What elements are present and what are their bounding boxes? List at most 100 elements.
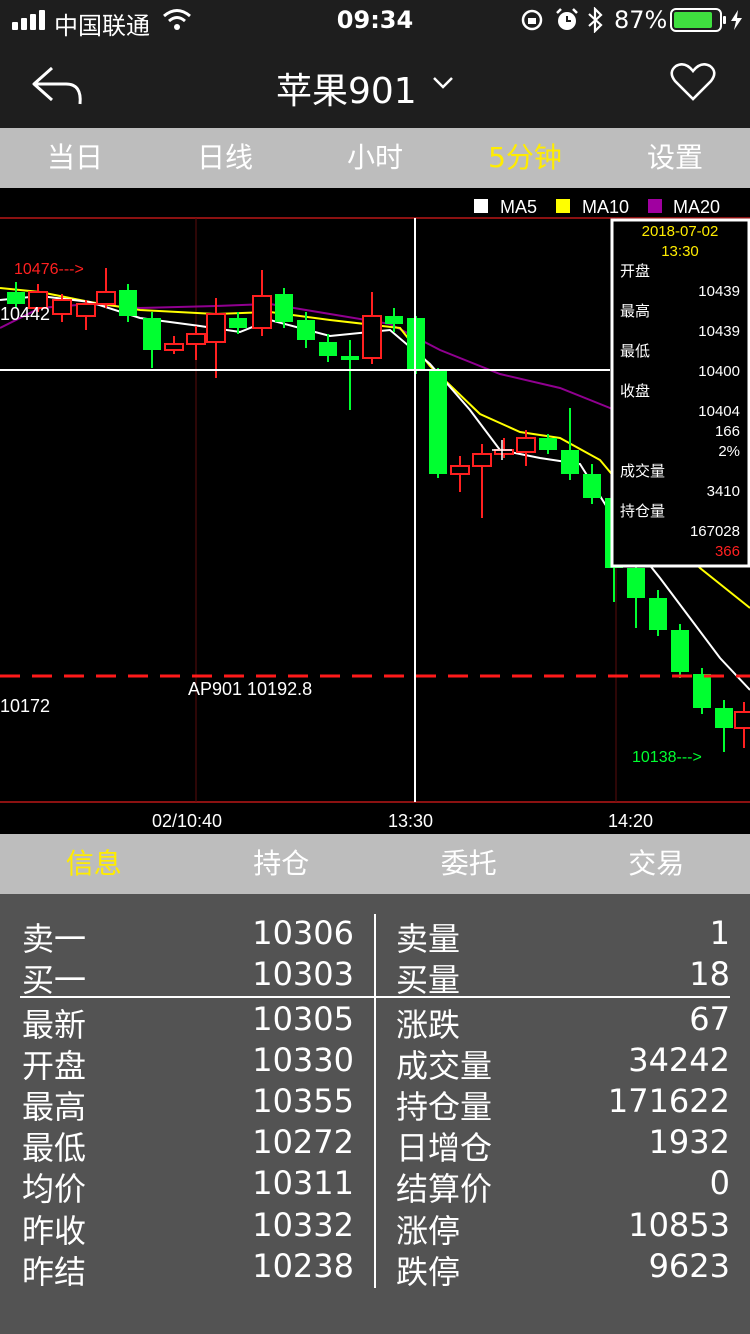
x-tick: 02/10:40 xyxy=(152,811,222,831)
candle-body xyxy=(143,318,161,350)
quote-row: 最低 10272 xyxy=(22,1123,354,1167)
chevron-down-icon[interactable] xyxy=(432,76,454,90)
candle-body xyxy=(472,453,492,467)
candle-body xyxy=(734,711,750,729)
heart-icon[interactable] xyxy=(670,62,716,102)
candle-body xyxy=(450,465,470,475)
legend-swatch-ma5 xyxy=(474,199,488,213)
quote-label: 最低 xyxy=(22,1129,87,1167)
tooltip-time: 13:30 xyxy=(661,243,699,260)
price-label-lower: 10172 xyxy=(0,696,50,716)
candle-body xyxy=(297,320,315,340)
candle-body xyxy=(229,318,247,328)
candle-body xyxy=(119,290,137,316)
quote-value: 1932 xyxy=(648,1123,730,1161)
quote-row: 均价 10311 xyxy=(22,1164,354,1208)
candlestick-chart[interactable]: MA5 MA10 MA20 10476---> 10138---> 10442 … xyxy=(0,188,750,834)
quote-label: 结算价 xyxy=(396,1170,493,1208)
quote-value: 10272 xyxy=(252,1123,354,1161)
candle-body xyxy=(715,708,733,728)
tooltip-volume-label: 成交量 xyxy=(620,462,665,480)
clock: 09:34 xyxy=(336,6,414,34)
avg-line-label: AP901 10192.8 xyxy=(188,679,312,699)
tab-today[interactable]: 当日 xyxy=(46,141,103,174)
quote-value: 171622 xyxy=(607,1082,730,1120)
price-label-upper: 10442 xyxy=(0,304,50,324)
wifi-icon xyxy=(163,9,191,30)
candle-body xyxy=(52,299,72,315)
tooltip-oi-change: 366 xyxy=(715,543,740,560)
tab-daily[interactable]: 日线 xyxy=(196,141,253,174)
nav-bar: 苹果901 xyxy=(0,40,750,128)
candle-body xyxy=(252,295,272,329)
quote-row: 涨跌 67 xyxy=(396,1000,730,1044)
quote-panel: 卖一 10306 买一 10303 最新 10305 开盘 10330 最高 10355 最低 102… xyxy=(0,894,750,1334)
status-bar: 中国联通 09:34 87% xyxy=(0,0,750,40)
quote-label: 涨停 xyxy=(396,1212,461,1250)
legend-ma10: MA10 xyxy=(582,197,629,217)
candle-body xyxy=(164,343,184,351)
candle-body xyxy=(583,474,601,498)
candle-body xyxy=(627,568,645,598)
candle-body xyxy=(649,598,667,630)
quote-row: 最新 10305 xyxy=(22,1000,354,1044)
tab-orders[interactable]: 委托 xyxy=(440,847,497,880)
candle-body xyxy=(385,316,403,324)
quote-label: 涨跌 xyxy=(396,1006,461,1044)
quote-row: 卖一 10306 xyxy=(22,914,354,958)
quote-row: 日增仓 1932 xyxy=(396,1123,730,1167)
quote-label: 日增仓 xyxy=(396,1129,493,1167)
high-marker: 10476---> xyxy=(14,261,84,278)
quote-row: 结算价 0 xyxy=(396,1164,730,1208)
tooltip-close-label: 收盘 xyxy=(620,382,650,400)
info-tabs: 信息 持仓 委托 交易 xyxy=(0,834,750,894)
battery-percent: 87% xyxy=(614,6,668,34)
back-icon[interactable] xyxy=(30,62,86,106)
candle-body xyxy=(96,291,116,305)
page-title[interactable]: 苹果901 xyxy=(276,71,417,112)
quote-label: 开盘 xyxy=(22,1047,87,1085)
tab-positions[interactable]: 持仓 xyxy=(253,847,310,880)
tab-trade[interactable]: 交易 xyxy=(628,847,685,880)
candle-body xyxy=(186,333,206,345)
candle-body xyxy=(362,315,382,359)
alarm-icon xyxy=(556,8,578,30)
quote-row: 跌停 9623 xyxy=(396,1247,730,1291)
quote-row: 开盘 10330 xyxy=(22,1041,354,1085)
tab-info[interactable]: 信息 xyxy=(65,847,122,880)
quote-row: 昨收 10332 xyxy=(22,1206,354,1250)
cursor-cross-icon xyxy=(492,440,512,460)
quote-row: 买量 18 xyxy=(396,955,730,999)
tooltip-oi-label: 持仓量 xyxy=(620,502,665,520)
quote-value: 10303 xyxy=(252,955,354,993)
quote-label: 最高 xyxy=(22,1088,87,1126)
quote-label: 买量 xyxy=(396,961,461,999)
tooltip-open: 10439 xyxy=(698,283,740,300)
quote-label: 昨收 xyxy=(22,1212,87,1250)
candle-body xyxy=(341,356,359,360)
quote-row: 最高 10355 xyxy=(22,1082,354,1126)
candle-body xyxy=(561,450,579,474)
divider xyxy=(20,996,730,998)
tooltip-high: 10439 xyxy=(698,323,740,340)
bluetooth-icon xyxy=(588,7,603,33)
carrier-name: 中国联通 xyxy=(54,12,150,40)
tab-5min[interactable]: 5分钟 xyxy=(488,141,562,174)
tab-hourly[interactable]: 小时 xyxy=(346,141,403,174)
quote-label: 持仓量 xyxy=(396,1088,493,1126)
period-tabs: 当日 日线 小时 5分钟 设置 xyxy=(0,128,750,188)
tooltip-low-label: 最低 xyxy=(620,342,650,360)
quote-value: 10238 xyxy=(252,1247,354,1285)
tab-settings[interactable]: 设置 xyxy=(646,141,703,174)
legend-ma20: MA20 xyxy=(673,197,720,217)
tooltip-change: 166 xyxy=(715,423,740,440)
candle-body xyxy=(319,342,337,356)
quote-value: 10355 xyxy=(252,1082,354,1120)
tooltip-open-label: 开盘 xyxy=(620,262,650,280)
legend-swatch-ma20 xyxy=(648,199,662,213)
quote-value: 10332 xyxy=(252,1206,354,1244)
legend-ma5: MA5 xyxy=(500,197,537,217)
tooltip-high-label: 最高 xyxy=(620,302,650,320)
quote-label: 均价 xyxy=(22,1170,87,1208)
quote-value: 0 xyxy=(709,1164,730,1202)
